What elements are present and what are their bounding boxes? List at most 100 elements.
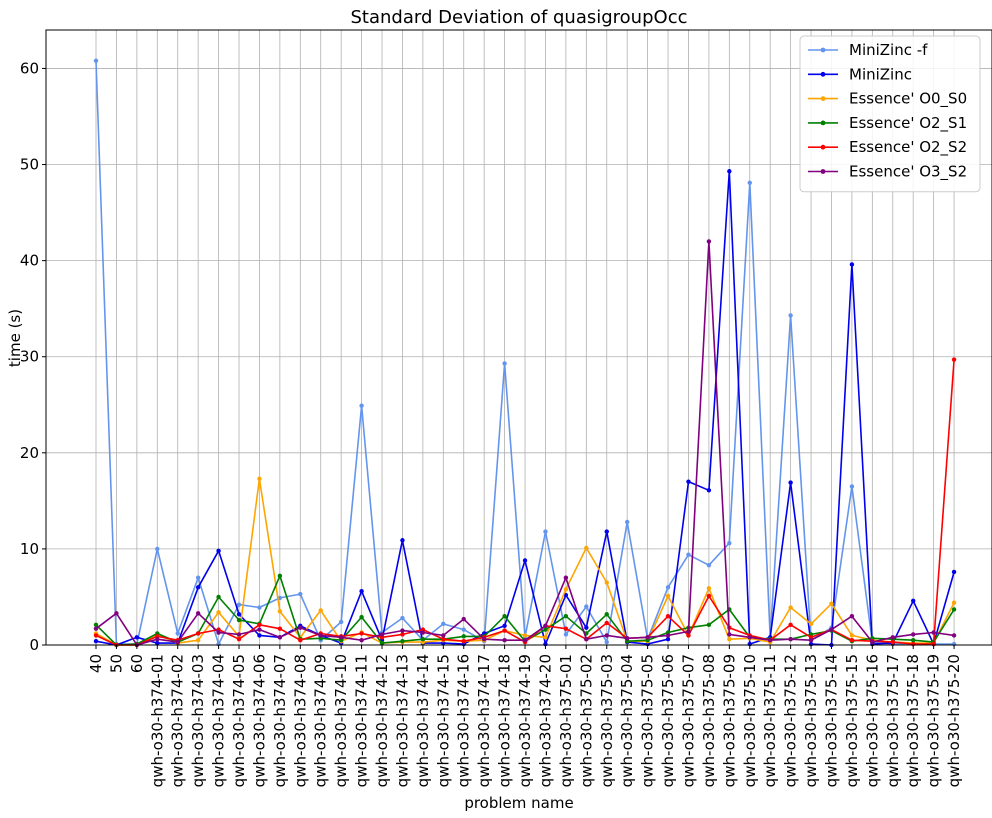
y-axis-title: time (s) [6,309,24,367]
data-point [461,616,466,622]
data-point [665,633,671,638]
legend-label: Essence' O2_S2 [849,138,967,157]
data-point [890,635,895,640]
legend-item: Essence' O0_S0 [808,90,967,109]
y-tick-label: 10 [20,540,39,558]
data-point [706,563,712,568]
x-tick-label: qwh-o30-h375-01 [557,654,575,787]
legend-item: MiniZinc [808,65,912,83]
data-point [686,633,691,638]
plot-area [45,29,992,646]
y-tick-label: 60 [20,59,39,77]
data-point [420,637,426,642]
data-point [379,640,385,646]
data-point [114,611,119,616]
data-point [624,636,630,641]
x-tick-label: 40 [87,654,105,673]
x-tick-label: qwh-o30-h375-16 [863,654,881,787]
legend-label: MiniZinc [849,65,912,83]
legend-marker [820,96,826,101]
data-point [257,633,262,638]
data-point [686,552,691,557]
data-point [686,479,691,484]
data-point [441,637,446,642]
data-point [195,631,201,636]
x-tick-label: qwh-o30-h374-19 [516,654,534,787]
legend-marker [820,120,826,126]
data-point [400,632,405,637]
data-point [563,575,569,580]
data-point [257,622,262,628]
x-tick-label: qwh-o30-h375-10 [741,654,759,787]
data-point [522,558,528,563]
data-point [502,361,507,366]
data-point [543,623,548,628]
x-tick-label: qwh-o30-h374-17 [475,654,493,787]
y-tick-label: 0 [29,636,39,654]
data-point [236,602,242,607]
data-point [808,637,814,643]
x-tick-label: 50 [107,654,125,673]
data-point [236,637,242,642]
x-tick-label: qwh-o30-h375-12 [782,654,800,787]
data-point [175,639,180,645]
data-point [727,540,732,546]
data-point [195,575,201,580]
data-point [563,626,569,631]
y-tick-label: 30 [20,348,39,366]
y-axis: 0 10 20 30 40 50 60 [20,59,46,654]
data-point [155,546,160,552]
x-tick-label: qwh-o30-h374-04 [210,654,228,787]
x-tick-label: qwh-o30-h375-17 [884,654,902,787]
data-point [359,588,364,594]
data-point [543,529,548,534]
data-point [93,622,99,628]
x-tick-label: qwh-o30-h375-20 [945,654,963,787]
data-point [931,630,936,635]
x-tick-label: qwh-o30-h375-15 [843,654,861,787]
data-point [849,262,855,267]
data-point [481,637,487,642]
data-point [502,628,507,633]
x-tick-label: qwh-o30-h374-14 [414,654,432,787]
data-point [951,357,957,362]
x-tick-label: qwh-o30-h374-05 [230,654,248,787]
data-point [216,630,221,635]
data-point [788,605,793,610]
data-point [359,631,364,636]
y-tick-label: 40 [20,252,39,270]
legend-label: Essence' O0_S0 [849,90,967,109]
data-point [706,586,712,591]
data-point [155,640,160,646]
data-point [216,594,221,600]
data-point [584,637,589,642]
data-point [604,612,609,617]
legend-marker [820,144,826,150]
data-point [604,620,609,626]
data-point [400,615,405,621]
data-point [911,637,916,643]
data-point [441,633,446,638]
data-point [461,627,466,632]
data-point [461,634,466,639]
data-point [665,585,671,590]
data-point [563,632,569,637]
data-point [359,637,364,643]
legend-marker [820,169,826,174]
data-point [829,601,834,606]
legend-item: MiniZinc -f [808,41,928,59]
data-point [216,548,221,554]
x-tick-label: qwh-o30-h374-18 [496,654,514,787]
data-point [604,639,609,645]
legend-item: Essence' O2_S2 [808,138,967,157]
data-point [298,591,303,597]
data-point [706,593,712,599]
data-point [665,637,671,642]
legend: MiniZinc -f MiniZinc Essence' O0_S0 Essence… [799,35,981,193]
legend-item: Essence' O2_S1 [808,114,967,133]
data-point [563,613,569,619]
x-tick-label: qwh-o30-h375-18 [904,654,922,787]
x-tick-label: qwh-o30-h375-13 [802,654,820,787]
data-point [665,613,671,619]
data-point [93,633,99,638]
